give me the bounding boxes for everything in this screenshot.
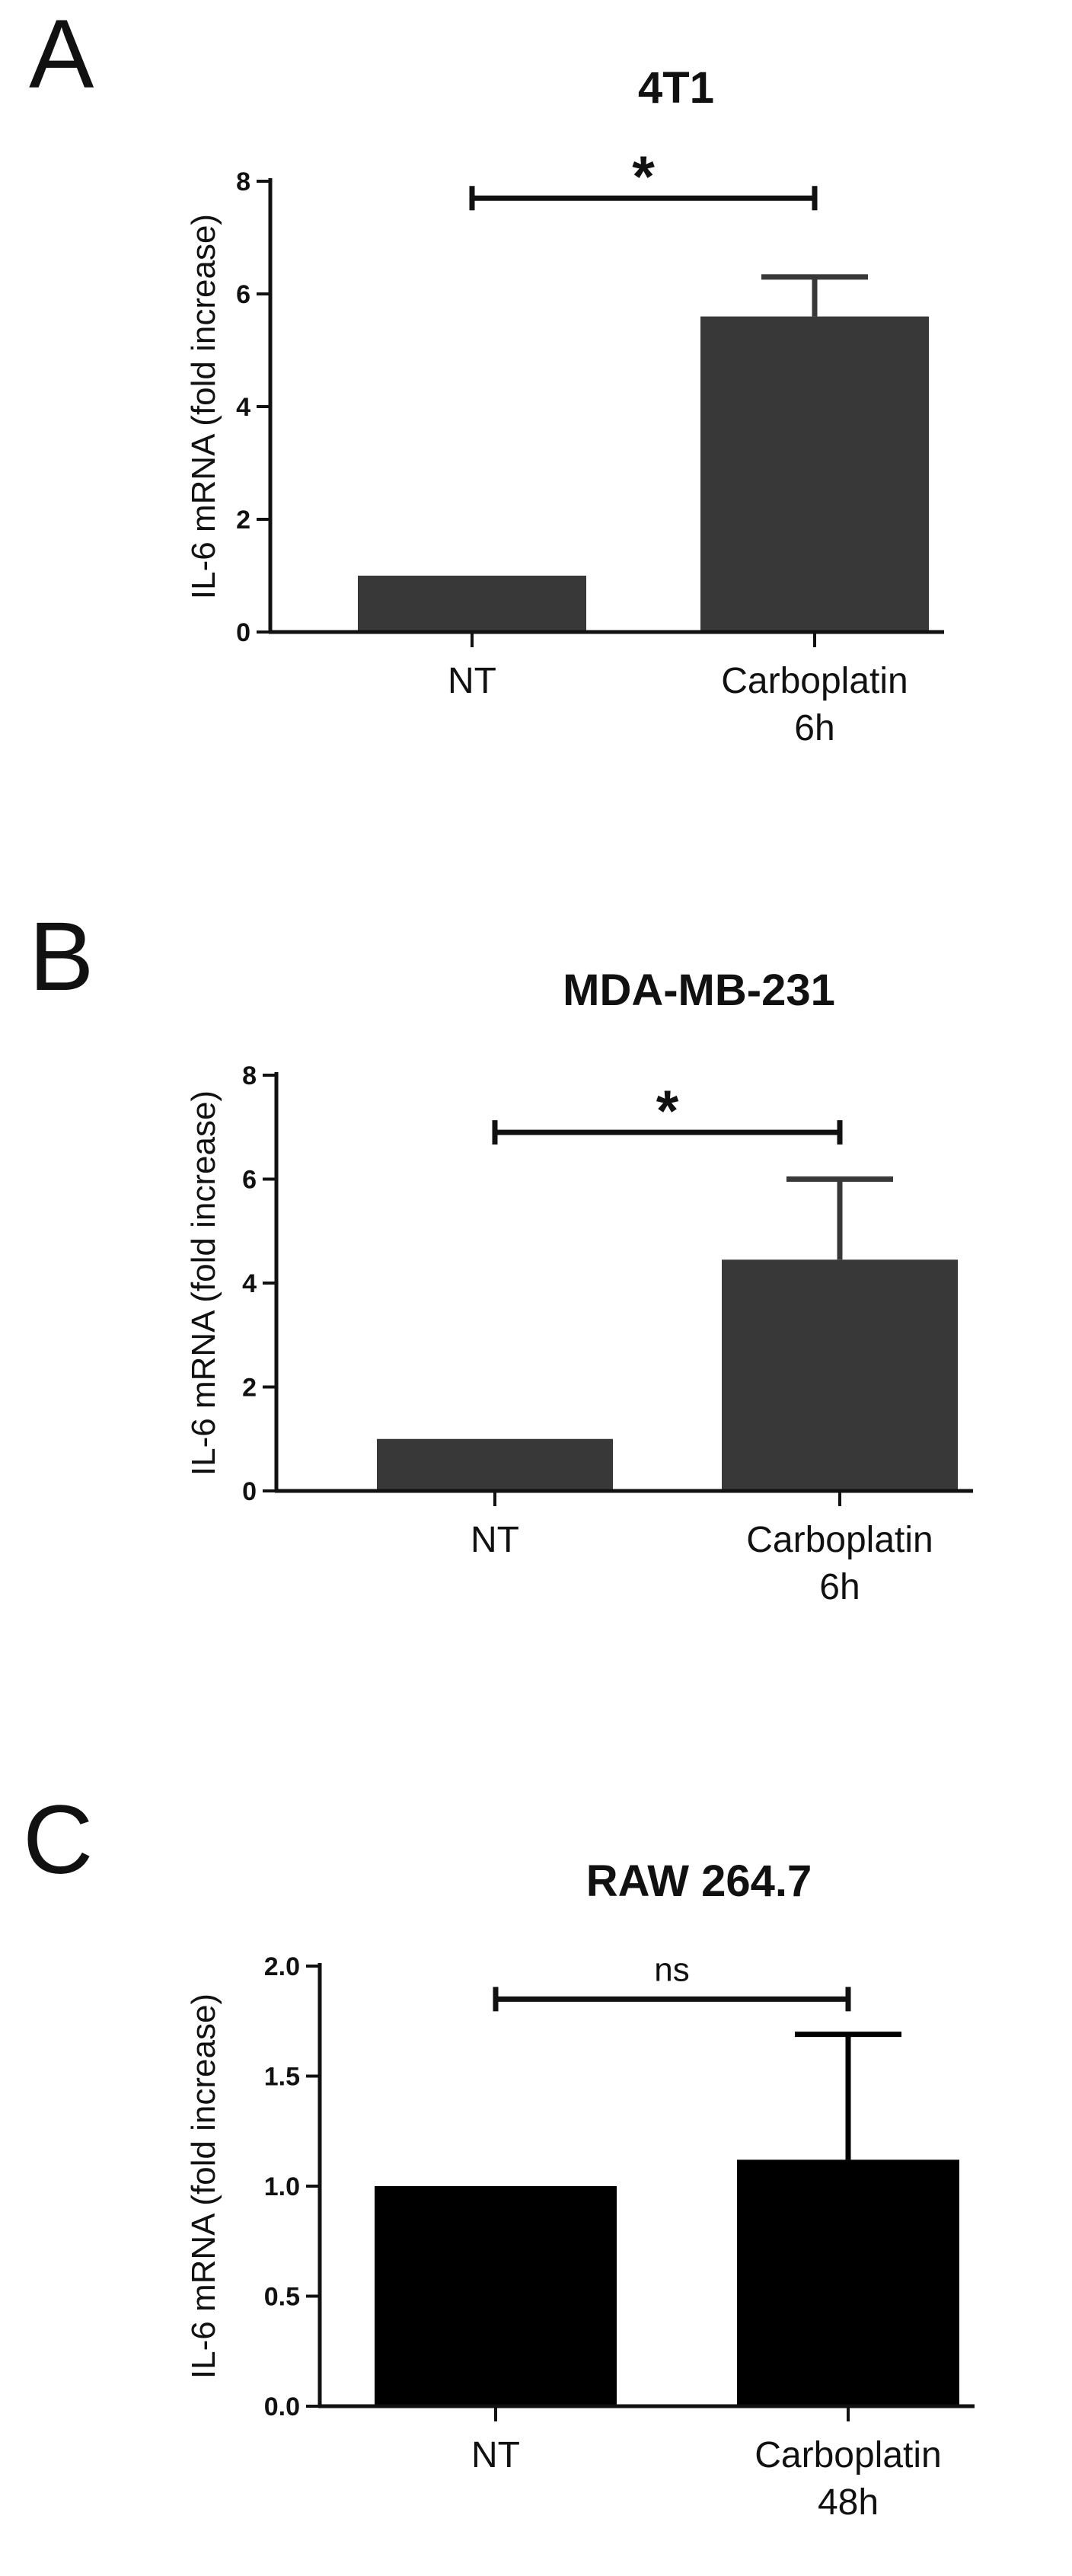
- significance-label: *: [632, 145, 655, 209]
- panel-letter: B: [29, 902, 94, 1011]
- y-tick-label: 4: [236, 393, 250, 422]
- y-tick-label: 8: [242, 1061, 257, 1090]
- chart-title: RAW 264.7: [586, 1856, 812, 1906]
- x-tick-label: NT: [471, 2435, 520, 2475]
- y-axis-label: IL-6 mRNA (fold increase): [185, 1090, 222, 1476]
- x-tick-label: 6h: [819, 1567, 860, 1607]
- bar-1: [700, 316, 929, 632]
- bar-0: [375, 2186, 617, 2406]
- x-tick-label: NT: [471, 1520, 519, 1560]
- y-axis-label: IL-6 mRNA (fold increase): [185, 214, 222, 599]
- y-tick-label: 2: [236, 506, 250, 535]
- x-tick-label: NT: [448, 661, 496, 701]
- chart-title: MDA-MB-231: [563, 966, 835, 1015]
- x-tick-label: Carboplatin: [755, 2435, 941, 2475]
- y-tick-label: 8: [236, 168, 250, 196]
- bar-0: [358, 576, 586, 632]
- y-tick-label: 2: [242, 1374, 257, 1403]
- x-tick-label: Carboplatin: [721, 661, 908, 701]
- y-tick-label: 1.0: [264, 2172, 300, 2201]
- x-tick-label: Carboplatin: [746, 1520, 933, 1560]
- bar-0: [377, 1438, 613, 1491]
- y-tick-label: 4: [242, 1269, 257, 1298]
- chart-panel-c: C RAW 264.7 IL-6 mRNA (fold increase) 0.0 0.…: [23, 1786, 975, 2523]
- y-axis-label: IL-6 mRNA (fold increase): [185, 1993, 222, 2379]
- chart-title: 4T1: [638, 63, 714, 113]
- y-tick-label: 0: [236, 618, 250, 647]
- y-tick-label: 0.0: [264, 2392, 300, 2421]
- bar-1: [722, 1259, 958, 1491]
- panel-letter: A: [29, 0, 94, 109]
- y-tick-label: 0.5: [264, 2283, 300, 2312]
- significance-label: *: [656, 1079, 679, 1144]
- y-tick-label: 6: [242, 1166, 257, 1195]
- bar-1: [737, 2159, 959, 2406]
- x-tick-label: 6h: [794, 708, 834, 749]
- y-tick-label: 1.5: [264, 2063, 300, 2092]
- y-tick-label: 0: [242, 1477, 257, 1506]
- chart-panel-a: A 4T1 IL-6 mRNA (fold increase) 0 2 4 6 8 NT Carb…: [29, 0, 944, 749]
- significance-label: ns: [654, 1951, 689, 1988]
- chart-panel-b: B MDA-MB-231 IL-6 mRNA (fold increase) 0 2 4 6…: [29, 902, 973, 1607]
- x-tick-label: 48h: [818, 2482, 879, 2523]
- y-tick-label: 6: [236, 280, 250, 309]
- panel-letter: C: [23, 1786, 93, 1894]
- y-tick-label: 2.0: [264, 1952, 300, 1981]
